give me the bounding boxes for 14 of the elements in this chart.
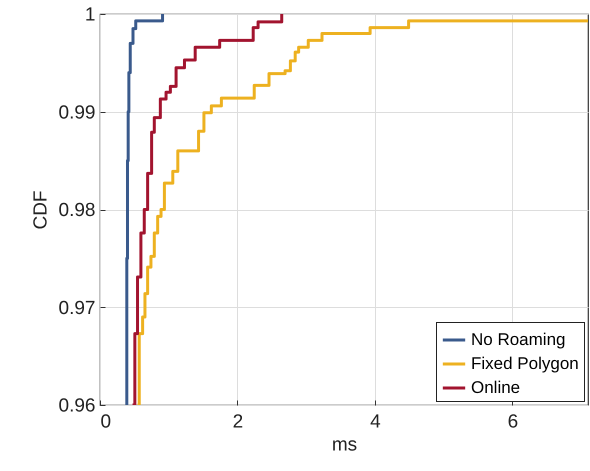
y-tick-label: 0.97 (58, 298, 96, 319)
legend-label: Online (471, 378, 520, 397)
x-tick-label: 0 (100, 412, 112, 432)
x-axis-title: ms (332, 434, 358, 456)
legend-label: Fixed Polygon (471, 354, 579, 373)
x-tick-label: 4 (370, 412, 382, 432)
x-tick-label: 2 (232, 412, 244, 432)
y-axis-title: CDF (30, 190, 52, 230)
y-tick-label: 0.99 (58, 102, 96, 124)
y-tick-label: 1 (84, 4, 96, 26)
x-tick-label: 6 (508, 412, 518, 432)
y-tick-label: 0.96 (58, 396, 96, 416)
y-tick-label: 0.98 (58, 200, 96, 221)
legend-label: No Roaming (471, 330, 566, 349)
